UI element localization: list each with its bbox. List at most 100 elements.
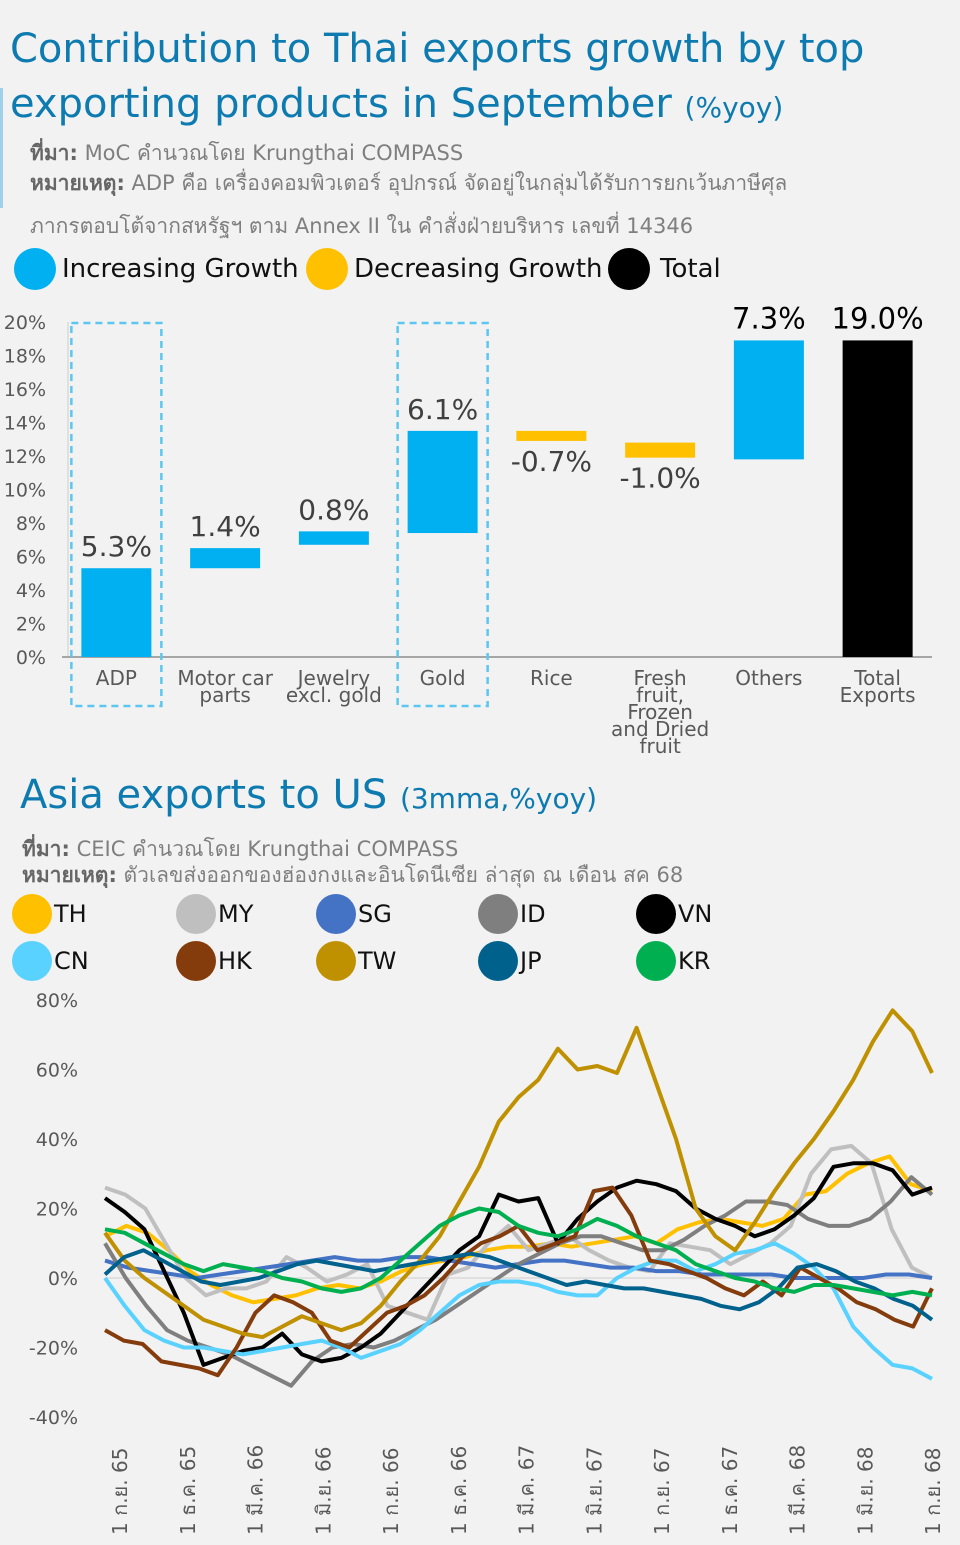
x-tick-label: Frozen bbox=[627, 700, 693, 724]
chart2-title: Asia exports to US (3mma,%yoy) bbox=[20, 772, 598, 818]
x-tick-label: 1 ธ.ค. 66 bbox=[447, 1446, 471, 1535]
x-tick-label: Exports bbox=[840, 683, 916, 707]
legend-label: VN bbox=[678, 900, 713, 928]
y-tick-label: 12% bbox=[4, 446, 46, 468]
x-tick-label: Jewelry bbox=[296, 666, 371, 690]
x-tick-label: 1 มี.ค. 67 bbox=[515, 1445, 539, 1535]
series-line-th bbox=[104, 1154, 933, 1305]
x-tick-label: Motor car bbox=[177, 666, 273, 690]
line-chart: -40% -20% 0% 20% 40% 60% 80% 1 ก.ย. 65 1 ธ.ค. 65… bbox=[29, 990, 945, 1535]
y-tick-label: 14% bbox=[4, 413, 46, 435]
legend-item-sg: SG bbox=[316, 894, 392, 934]
x-tick-label: 1 ก.ย. 67 bbox=[650, 1448, 674, 1535]
legend-label: JP bbox=[520, 947, 542, 975]
legend-dot bbox=[176, 894, 216, 934]
legend-dot bbox=[636, 894, 676, 934]
x-tick-label: Rice bbox=[530, 666, 573, 690]
legend-dot-total bbox=[608, 248, 650, 290]
series-line-vn bbox=[103, 1161, 933, 1367]
x-tick-label: 1 มิ.ย. 68 bbox=[853, 1446, 877, 1535]
legend-label: MY bbox=[218, 900, 254, 928]
y-tick-label: 0% bbox=[48, 1268, 78, 1290]
data-label: 1.4% bbox=[190, 510, 261, 543]
x-tick-label: and Dried bbox=[611, 717, 709, 741]
legend-dot-increasing bbox=[14, 248, 56, 290]
x-tick-label: Total bbox=[853, 666, 901, 690]
bar bbox=[298, 531, 369, 545]
x-tick-label: 1 มี.ค. 66 bbox=[244, 1445, 268, 1535]
title-accent-bar bbox=[0, 88, 3, 208]
legend-item-kr: KR bbox=[636, 941, 710, 981]
legend-label: CN bbox=[54, 947, 89, 975]
chart1-note: หมายเหตุ: ADP คือ เครื่องคอมพิวเตอร์ อุป… bbox=[30, 171, 788, 195]
y-tick-label: -20% bbox=[29, 1338, 78, 1360]
y-tick-label: 20% bbox=[4, 312, 46, 334]
series-line-id bbox=[103, 1175, 934, 1388]
x-tick-label: 1 ก.ย. 65 bbox=[108, 1448, 132, 1535]
y-tick-label: 10% bbox=[4, 480, 46, 502]
x-tick-label: fruit bbox=[639, 734, 680, 758]
x-tick-label: parts bbox=[199, 683, 250, 707]
x-tick-label: 1 มี.ค. 68 bbox=[786, 1445, 810, 1535]
y-tick-label: 20% bbox=[36, 1199, 78, 1221]
chart1-title-unit: (%yoy) bbox=[684, 91, 784, 124]
y-tick-label: 40% bbox=[36, 1129, 78, 1151]
bar bbox=[81, 568, 152, 657]
chart1-source: ที่มา: MoC คำนวณโดย Krungthai COMPASS bbox=[30, 141, 464, 165]
highlight-box bbox=[396, 321, 489, 708]
data-label: -0.7% bbox=[511, 445, 592, 478]
legend-dot bbox=[176, 941, 216, 981]
legend-item-jp: JP bbox=[478, 941, 542, 981]
x-tick-label: 1 ธ.ค. 67 bbox=[718, 1446, 742, 1535]
y-tick-label: 0% bbox=[16, 647, 46, 669]
series-line-jp bbox=[103, 1248, 934, 1322]
legend-item-id: ID bbox=[478, 894, 546, 934]
y-tick-label: 2% bbox=[16, 614, 46, 636]
legend-dot bbox=[636, 941, 676, 981]
x-tick-label: Others bbox=[735, 666, 802, 690]
x-tick-label: 1 มิ.ย. 66 bbox=[311, 1446, 335, 1535]
chart1-note-line2: ภากรตอบโต้จากสหรัฐฯ ตาม Annex II ใน คำสั… bbox=[30, 214, 694, 238]
bar bbox=[625, 442, 696, 458]
chart1-legend-increasing: Increasing Growth bbox=[14, 248, 299, 290]
legend-label: ID bbox=[520, 900, 546, 928]
x-tick-label: fruit, bbox=[636, 683, 684, 707]
x-tick-label: 1 มิ.ย. 67 bbox=[582, 1446, 606, 1535]
legend-dot bbox=[478, 894, 518, 934]
waterfall-chart: 0% 2% 4% 6% 8% 10% 12% 14% 16% 18% 20% 5.3% ADP 1.4% M… bbox=[4, 301, 932, 758]
chart1-legend-total: Total bbox=[608, 248, 721, 290]
x-tick-label: excl. gold bbox=[286, 683, 382, 707]
chart2-source: ที่มา: CEIC คำนวณโดย Krungthai COMPASS bbox=[22, 837, 459, 861]
legend-item-hk: HK bbox=[176, 941, 252, 981]
series-line-tw bbox=[103, 1008, 934, 1340]
y-tick-label: 16% bbox=[4, 379, 46, 401]
legend-item-my: MY bbox=[176, 894, 253, 934]
series-line-cn bbox=[103, 1241, 933, 1381]
legend-label: HK bbox=[218, 947, 252, 975]
bar bbox=[842, 340, 913, 657]
bar bbox=[407, 430, 478, 534]
y-tick-label: 8% bbox=[16, 513, 46, 535]
chart2-note: หมายเหตุ: ตัวเลขส่งออกของฮ่องกงและอินโดน… bbox=[22, 863, 684, 887]
legend-dot bbox=[12, 894, 52, 934]
legend-item-cn: CN bbox=[12, 941, 89, 981]
legend-dot bbox=[12, 941, 52, 981]
legend-item-tw: TW bbox=[316, 941, 396, 981]
legend-item-th: TH bbox=[12, 894, 87, 934]
y-tick-label: 60% bbox=[36, 1060, 78, 1082]
y-tick-label: 4% bbox=[16, 580, 46, 602]
data-label: 6.1% bbox=[407, 393, 478, 426]
legend-dot bbox=[478, 941, 518, 981]
legend-label: TH bbox=[54, 900, 87, 928]
y-tick-label: -40% bbox=[29, 1407, 78, 1429]
legend-dot bbox=[316, 894, 356, 934]
x-tick-label: 1 ก.ย. 68 bbox=[921, 1448, 945, 1535]
y-tick-label: 80% bbox=[36, 990, 78, 1012]
data-label: 7.3% bbox=[732, 301, 806, 335]
bar bbox=[733, 340, 804, 460]
x-tick-label: Gold bbox=[420, 666, 466, 690]
data-label: 5.3% bbox=[81, 530, 152, 563]
legend-dot-decreasing bbox=[306, 248, 348, 290]
highlight-box bbox=[70, 321, 163, 708]
legend-label: KR bbox=[678, 947, 711, 975]
